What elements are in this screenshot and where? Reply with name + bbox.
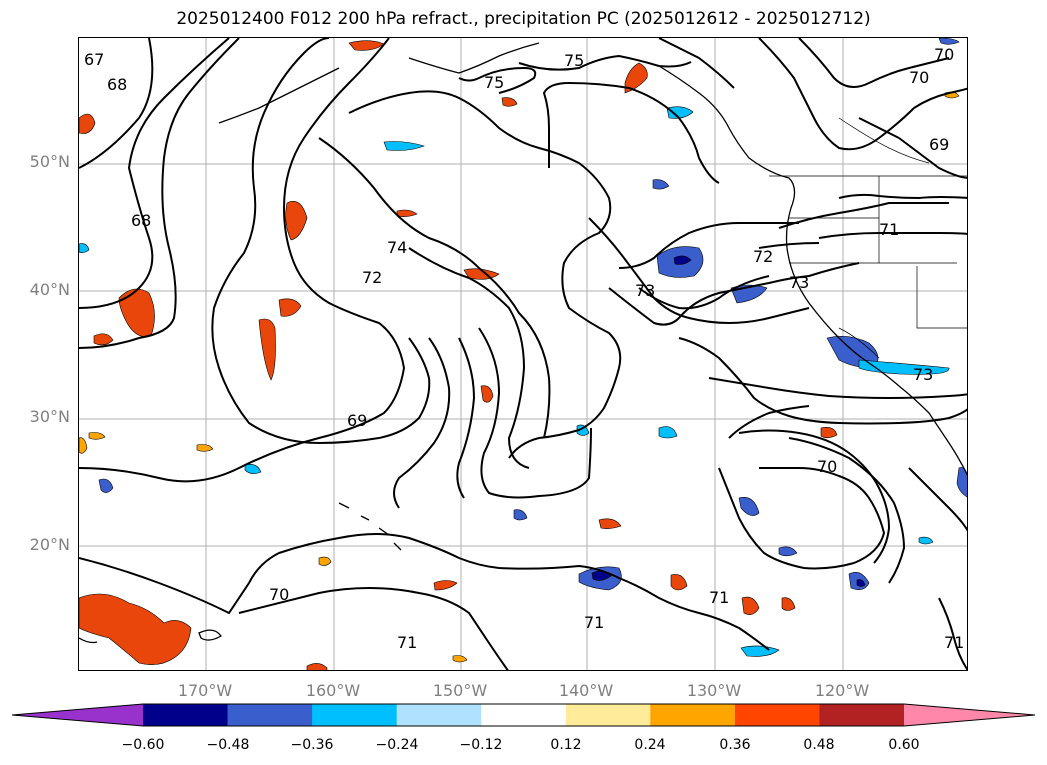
lon-label-140w: 140°W [558, 681, 614, 700]
contour-label: 69 [929, 135, 949, 154]
colorbar-outline [11, 703, 1036, 727]
contour-label: 73 [789, 273, 809, 292]
colorbar-tick-label: 0.60 [888, 737, 920, 753]
political-borders [769, 117, 967, 359]
contour-label: 70 [934, 45, 954, 64]
contour-label: 70 [909, 68, 929, 87]
lat-label-20n: 20°N [29, 535, 70, 554]
colorbar-tick-label: 0.36 [719, 737, 751, 753]
contour-label: 73 [913, 365, 933, 384]
lat-label-50n: 50°N [29, 152, 70, 171]
colorbar-segment [227, 704, 313, 726]
colorbar-segment [481, 704, 567, 726]
contour-label: 74 [387, 238, 407, 257]
contour-label: 71 [709, 588, 729, 607]
colorbar-extend-max [904, 704, 1035, 726]
coastlines [79, 42, 967, 644]
colorbar-tick-label: 0.12 [550, 737, 582, 753]
colorbar-segment [650, 704, 736, 726]
lon-label-150w: 150°W [432, 681, 488, 700]
contour-label: 72 [753, 247, 773, 266]
map-panel: 67 68 75 75 70 70 69 68 74 72 72 71 73 7… [78, 37, 968, 671]
lon-label-160w: 160°W [305, 681, 361, 700]
colorbar-segment [734, 704, 820, 726]
precip-negative-areas [79, 38, 967, 657]
colorbar-segment [819, 704, 905, 726]
contour-label: 72 [362, 268, 382, 287]
colorbar-tick-label: −0.12 [459, 737, 503, 753]
map-title: 2025012400 F012 200 hPa refract., precip… [176, 9, 871, 29]
contour-label: 75 [484, 73, 504, 92]
colorbar-segment [312, 704, 398, 726]
lat-label-30n: 30°N [29, 407, 70, 426]
lon-label-170w: 170°W [177, 681, 233, 700]
contour-label: 71 [879, 220, 899, 239]
colorbar-segments [11, 703, 1036, 727]
contour-labels: 67 68 75 75 70 70 69 68 74 72 72 71 73 7… [84, 45, 964, 652]
contour-label: 68 [131, 211, 151, 230]
precip-positive-areas [79, 40, 960, 670]
colorbar-tick-label: 0.24 [634, 737, 666, 753]
contour-label: 70 [269, 585, 289, 604]
lat-label-40n: 40°N [29, 280, 70, 299]
contour-label: 71 [397, 633, 417, 652]
contour-label: 75 [564, 51, 584, 70]
refractivity-contours [79, 38, 967, 670]
colorbar-segment [565, 704, 651, 726]
contour-label: 67 [84, 50, 104, 69]
contour-label: 70 [817, 457, 837, 476]
contour-label: 68 [107, 75, 127, 94]
colorbar [11, 703, 1036, 727]
colorbar-tick-label: 0.48 [803, 737, 835, 753]
lon-label-120w: 120°W [814, 681, 870, 700]
colorbar-segment [143, 704, 229, 726]
colorbar-extend-min [12, 704, 143, 726]
map-canvas: 67 68 75 75 70 70 69 68 74 72 72 71 73 7… [79, 38, 967, 670]
contour-label: 73 [635, 281, 655, 300]
colorbar-tick-label: −0.48 [206, 737, 250, 753]
contour-label: 71 [584, 613, 604, 632]
colorbar-tick-label: −0.60 [121, 737, 165, 753]
colorbar-tick-label: −0.36 [290, 737, 334, 753]
contour-label: 69 [347, 411, 367, 430]
lon-label-130w: 130°W [686, 681, 742, 700]
colorbar-segment [396, 704, 482, 726]
colorbar-tick-label: −0.24 [375, 737, 419, 753]
contour-label: 71 [944, 633, 964, 652]
